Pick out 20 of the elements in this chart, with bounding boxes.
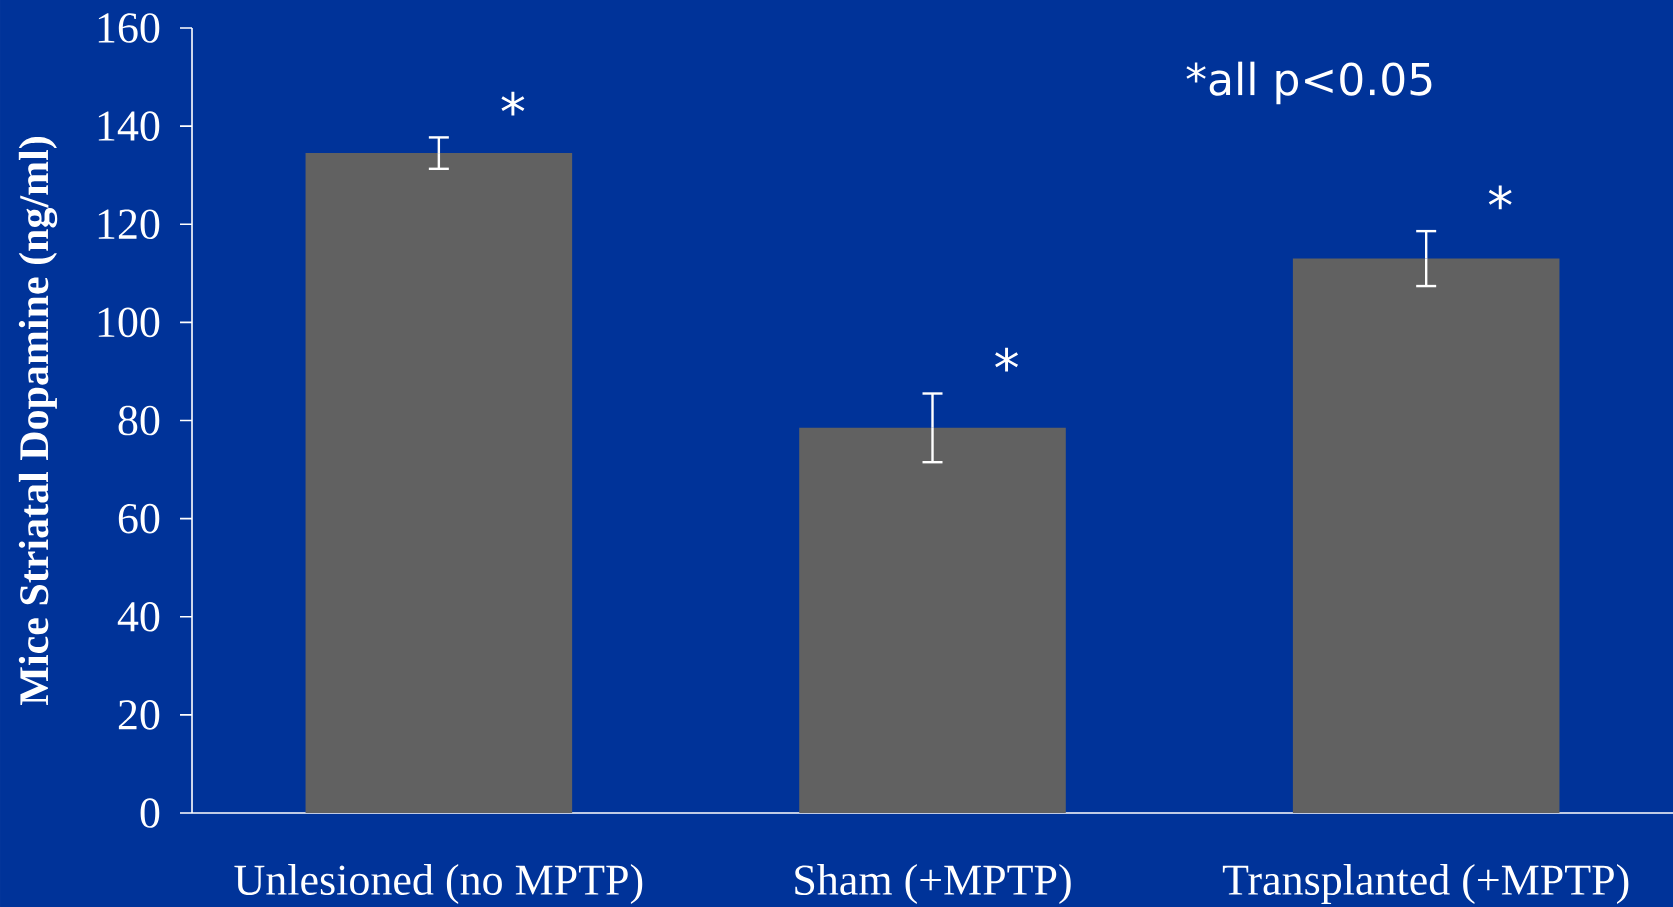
annotation: * [501, 91, 525, 116]
y-tick-label: 160 [98, 13, 160, 43]
y-tick-label: 20 [118, 700, 160, 730]
x-tick-label: Unlesioned (no MPTP) [234, 864, 643, 904]
x-tick-label: Sham (+MPTP) [795, 864, 1071, 904]
y-tick-label: 60 [118, 503, 160, 534]
y-tick-label: 80 [118, 405, 160, 436]
bar [305, 153, 573, 813]
annotation: *all p<0.05 [1186, 61, 1432, 105]
y-tick-label: 100 [98, 307, 160, 338]
y-axis-title: Mice Striatal Dopamine (ng/ml) [18, 137, 58, 705]
y-tick-label: 0 [140, 798, 160, 828]
bar [1292, 258, 1560, 813]
annotation: * [1488, 185, 1512, 210]
bar [799, 427, 1066, 813]
annotation: * [995, 347, 1019, 372]
y-tick-label: 140 [98, 111, 160, 141]
y-tick-label: 40 [117, 601, 160, 632]
y-tick-label: 120 [98, 209, 160, 240]
x-tick-label: Transplanted (+MPTP) [1222, 864, 1629, 904]
